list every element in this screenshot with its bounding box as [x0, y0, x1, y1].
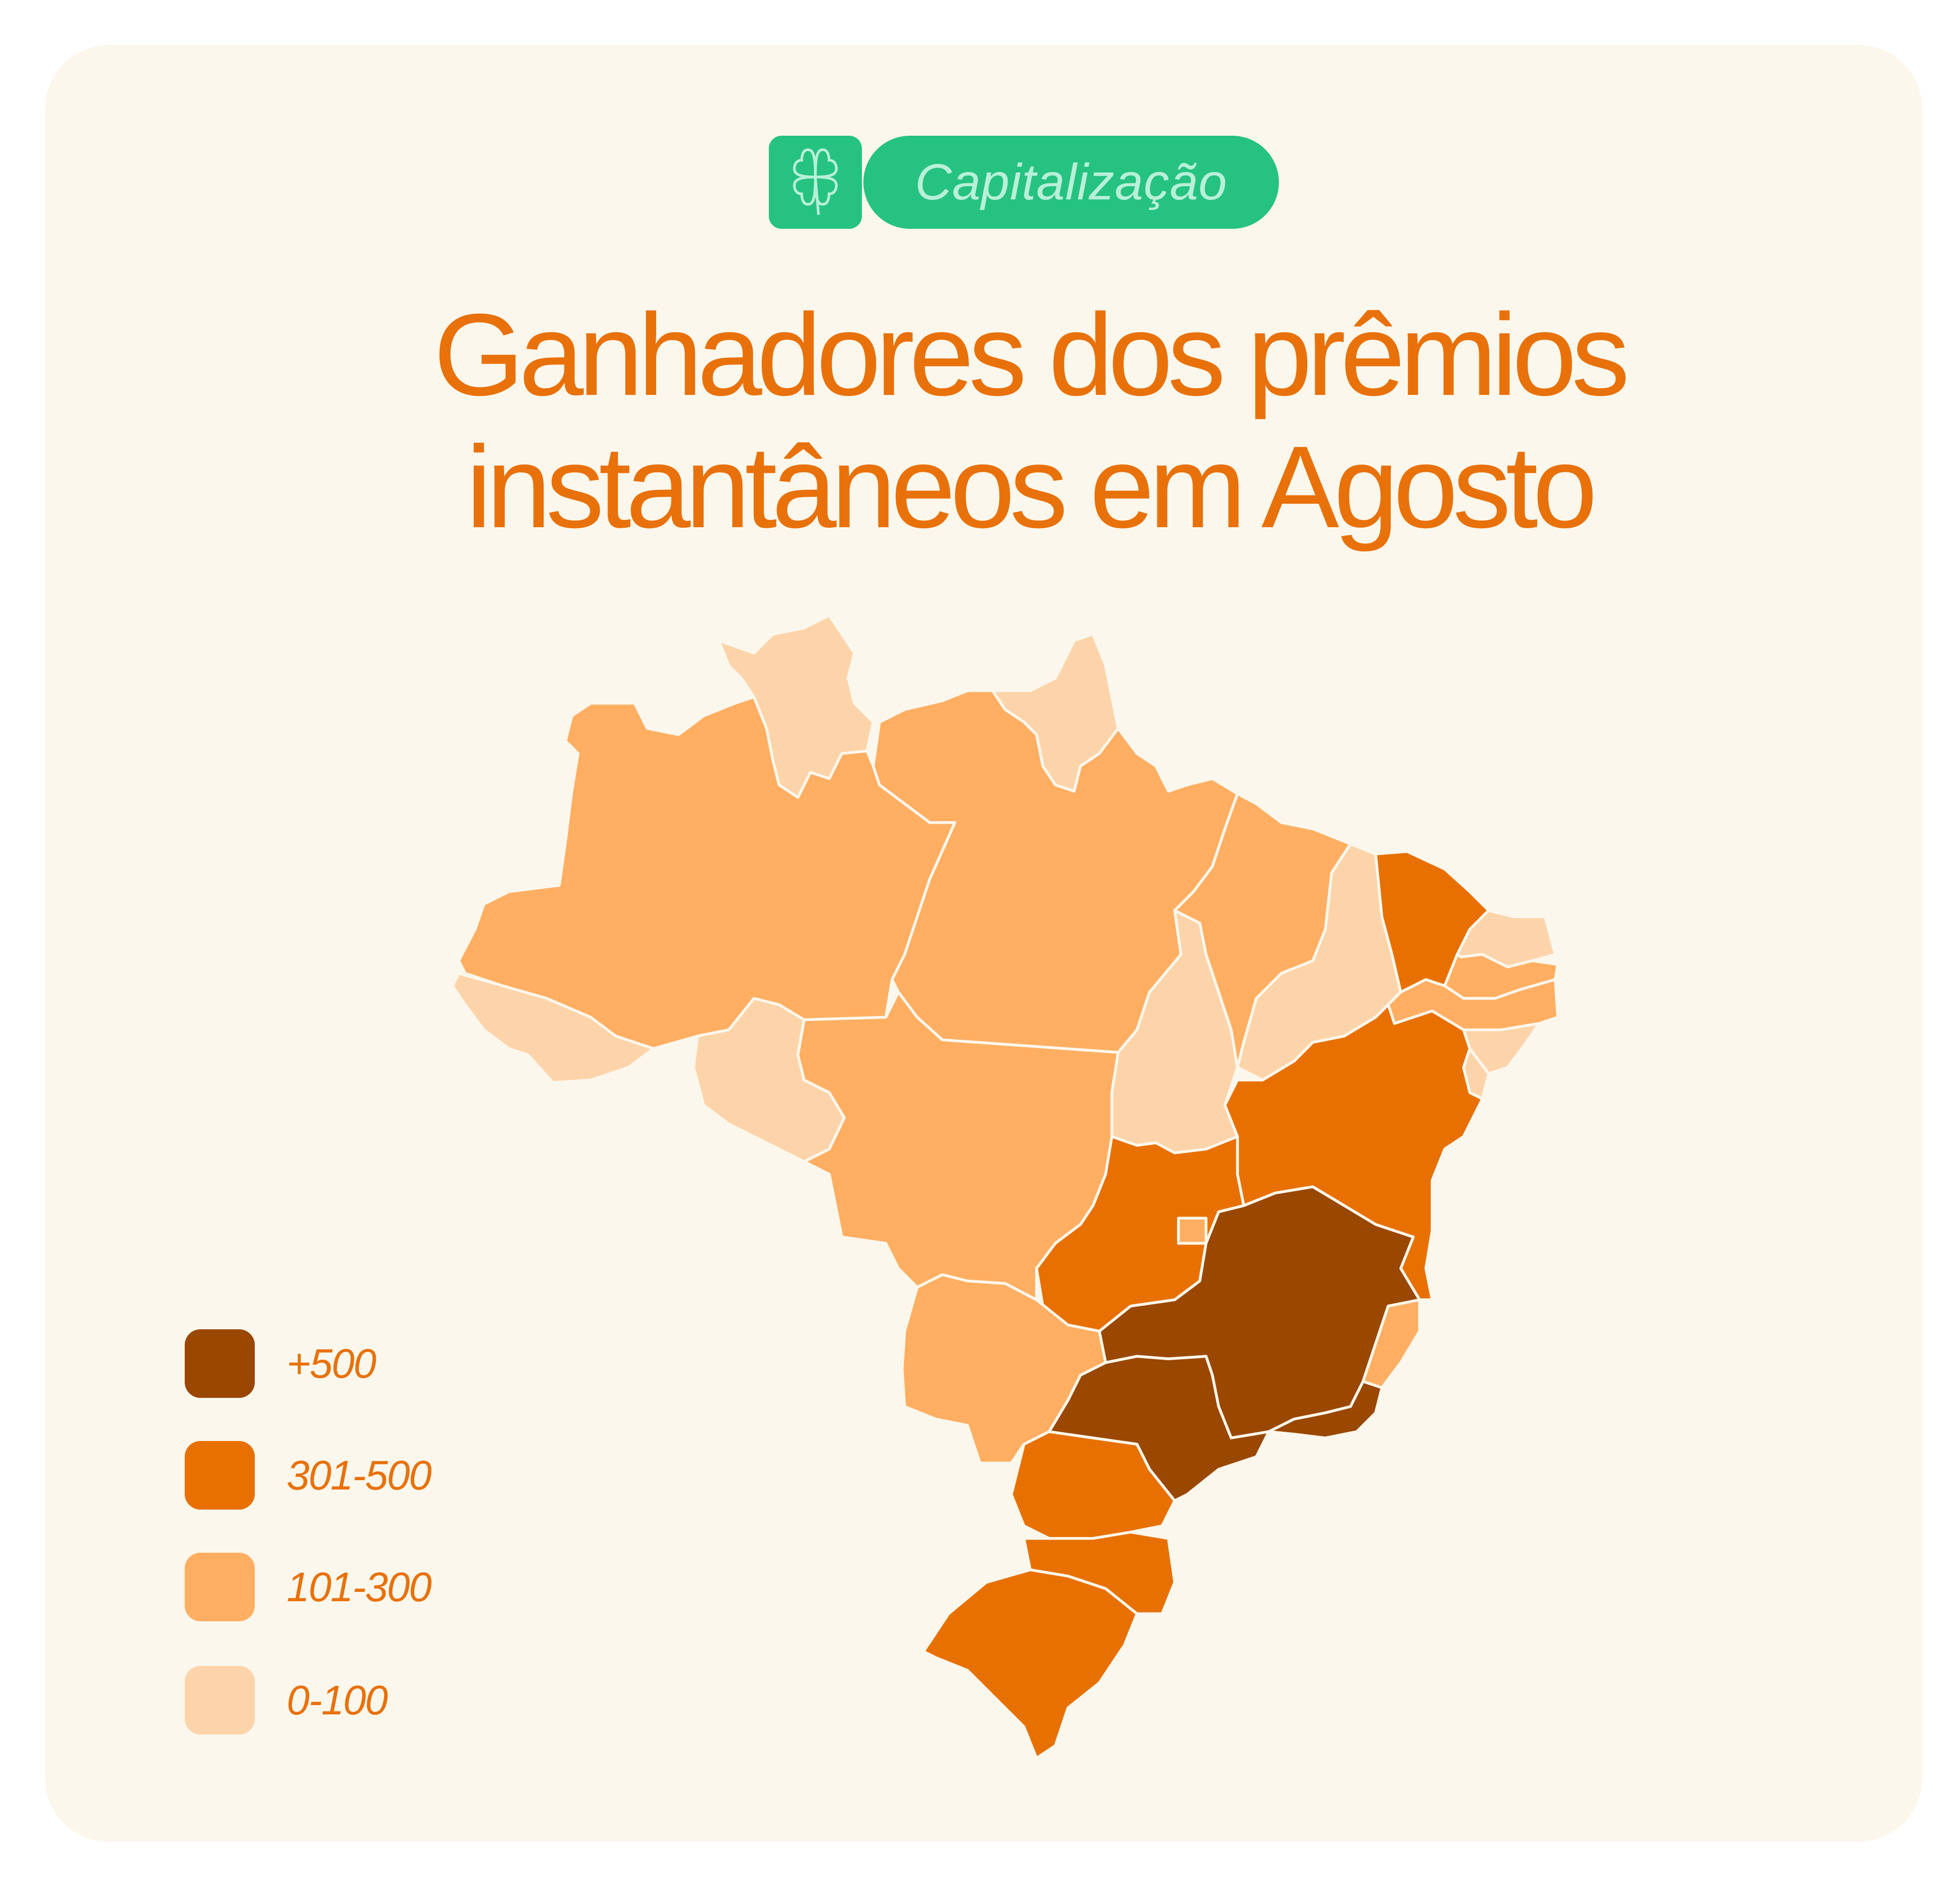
legend-swatch	[185, 1553, 255, 1621]
category-badge: Capitalização	[863, 136, 1279, 229]
state-region-df	[1177, 1217, 1208, 1245]
four-leaf-clover-icon	[793, 148, 838, 215]
legend-item-301-500: 301-500	[185, 1441, 432, 1510]
state-region-es	[1361, 1298, 1421, 1390]
title-line-1: Ganhadores dos prêmios	[433, 290, 1630, 420]
legend-swatch	[185, 1329, 255, 1398]
legend-label: 101-300	[287, 1563, 432, 1610]
category-label: Capitalização	[915, 153, 1227, 211]
legend-label: +500	[287, 1340, 376, 1387]
legend-label: 301-500	[287, 1452, 432, 1498]
title-line-2: instantâneos em Agosto	[466, 422, 1597, 552]
clover-badge	[769, 136, 862, 229]
legend-swatch	[185, 1666, 255, 1734]
legend-item-500-plus: +500	[185, 1329, 376, 1398]
state-region-ms	[901, 1273, 1107, 1465]
legend-label: 0-100	[287, 1677, 388, 1723]
legend-swatch	[185, 1441, 255, 1510]
state-region-rj	[1267, 1380, 1384, 1440]
state-region-rs	[922, 1568, 1139, 1760]
page-title: Ganhadores dos prêmios instantâneos em A…	[49, 289, 1960, 554]
legend-item-0-100: 0-100	[185, 1666, 388, 1734]
legend-item-101-300: 101-300	[185, 1553, 432, 1621]
state-region-ac	[451, 972, 655, 1084]
